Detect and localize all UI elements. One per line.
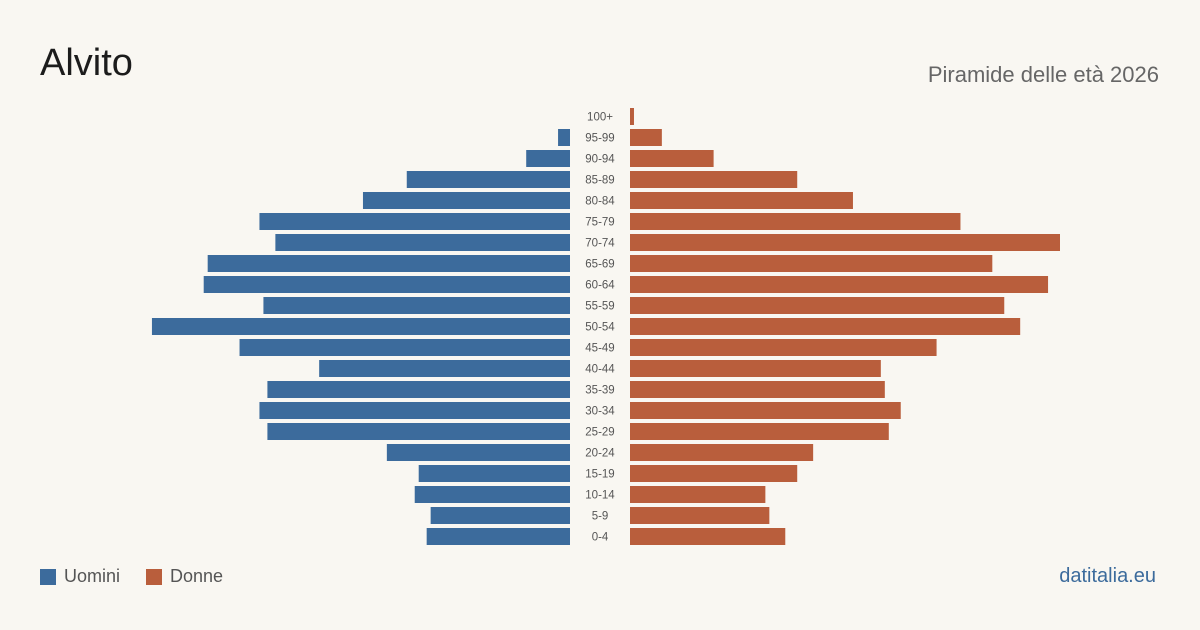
age-label-10-14: 10-14 — [585, 490, 615, 502]
bar-men-50-54 — [151, 318, 570, 335]
age-label-35-39: 35-39 — [585, 385, 614, 397]
legend: Uomini Donne — [40, 566, 249, 587]
age-label-25-29: 25-29 — [585, 427, 614, 439]
bar-men-65-69 — [207, 255, 570, 272]
bar-men-95-99 — [558, 129, 570, 146]
legend-item-women: Donne — [146, 566, 223, 587]
bar-women-30-34 — [630, 402, 901, 419]
brand-link[interactable]: datitalia.eu — [1059, 565, 1156, 587]
bar-men-35-39 — [267, 381, 570, 398]
legend-label-men: Uomini — [64, 566, 121, 586]
age-label-45-49: 45-49 — [585, 343, 614, 355]
bar-women-100+ — [630, 108, 634, 125]
age-label-75-79: 75-79 — [585, 217, 614, 229]
bar-men-70-74 — [275, 234, 570, 251]
bar-men-0-4 — [426, 528, 570, 545]
bar-women-55-59 — [630, 297, 1005, 314]
bar-men-5-9 — [430, 507, 570, 524]
bar-women-65-69 — [630, 255, 993, 272]
bar-women-5-9 — [630, 507, 770, 524]
age-label-90-94: 90-94 — [585, 154, 615, 166]
age-label-80-84: 80-84 — [585, 196, 615, 208]
bar-women-20-24 — [630, 444, 814, 461]
bar-women-80-84 — [630, 192, 853, 209]
bar-women-35-39 — [630, 381, 885, 398]
age-label-5-9: 5-9 — [592, 511, 609, 523]
bar-men-15-19 — [418, 465, 570, 482]
bar-women-50-54 — [630, 318, 1021, 335]
age-label-40-44: 40-44 — [585, 364, 615, 376]
bar-men-90-94 — [526, 150, 570, 167]
age-label-70-74: 70-74 — [585, 238, 615, 250]
age-label-65-69: 65-69 — [585, 259, 614, 271]
age-label-20-24: 20-24 — [585, 448, 615, 460]
age-label-60-64: 60-64 — [585, 280, 615, 292]
bar-men-45-49 — [239, 339, 570, 356]
bar-women-75-79 — [630, 213, 961, 230]
bar-women-45-49 — [630, 339, 937, 356]
bar-men-55-59 — [263, 297, 570, 314]
legend-label-women: Donne — [170, 566, 224, 586]
age-label-15-19: 15-19 — [585, 469, 614, 481]
age-label-0-4: 0-4 — [592, 532, 609, 544]
bar-men-40-44 — [319, 360, 570, 377]
bar-women-95-99 — [630, 129, 662, 146]
bar-men-10-14 — [414, 486, 570, 503]
legend-swatch-women — [146, 568, 163, 585]
bar-women-85-89 — [630, 171, 798, 188]
bar-women-90-94 — [630, 150, 714, 167]
age-label-30-34: 30-34 — [585, 406, 615, 418]
bar-women-15-19 — [630, 465, 798, 482]
bar-women-60-64 — [630, 276, 1049, 293]
age-label-85-89: 85-89 — [585, 175, 614, 187]
bar-women-25-29 — [630, 423, 889, 440]
age-label-100+: 100+ — [587, 112, 613, 124]
chart-subtitle: Piramide delle età 2026 — [927, 62, 1159, 87]
age-label-50-54: 50-54 — [585, 322, 615, 334]
bar-men-75-79 — [259, 213, 570, 230]
legend-swatch-men — [40, 568, 56, 585]
page-title: Alvito — [40, 42, 133, 84]
bar-men-60-64 — [203, 276, 570, 293]
age-label-95-99: 95-99 — [585, 133, 614, 145]
legend-item-men: Uomini — [40, 566, 120, 587]
bar-men-25-29 — [267, 423, 570, 440]
bar-men-85-89 — [406, 171, 570, 188]
bar-women-0-4 — [630, 528, 786, 545]
bar-men-30-34 — [259, 402, 570, 419]
bar-women-70-74 — [630, 234, 1060, 251]
bar-men-80-84 — [362, 192, 570, 209]
bar-women-40-44 — [630, 360, 881, 377]
bar-women-10-14 — [630, 486, 766, 503]
bar-men-20-24 — [386, 444, 570, 461]
age-label-55-59: 55-59 — [585, 301, 614, 313]
